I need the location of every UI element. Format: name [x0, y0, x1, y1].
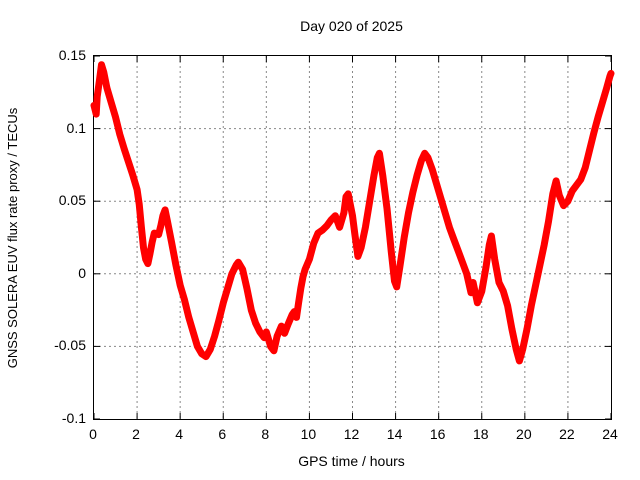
x-tick-label: 20: [516, 426, 532, 442]
x-tick-label: 18: [472, 426, 489, 442]
y-tick-label: 0.05: [58, 192, 86, 209]
chart-title: Day 020 of 2025: [300, 18, 403, 34]
x-tick-label: 16: [429, 426, 446, 442]
y-tick-label: 0: [78, 264, 86, 281]
x-tick-label: 4: [175, 426, 184, 442]
x-tick-label: 24: [602, 426, 618, 442]
x-tick-label: 14: [386, 426, 403, 442]
y-tick-label: -0.05: [54, 337, 86, 354]
y-tick-label: 0.1: [66, 119, 86, 136]
x-tick-label: 0: [89, 426, 97, 442]
x-tick-label: 2: [132, 426, 140, 442]
data-series-euv-flux-rate-proxy: [90, 61, 615, 365]
x-tick-label: 6: [218, 426, 227, 442]
x-tick-label: 8: [261, 426, 270, 442]
plot-area: [90, 55, 615, 420]
x-tick-label: 22: [559, 426, 575, 442]
x-axis-label: GPS time / hours: [298, 453, 405, 469]
y-axis-label: GNSS SOLERA EUV flux rate proxy / TECUs: [5, 107, 20, 369]
y-tick-label: -0.1: [61, 410, 86, 426]
y-tick-label: 0.15: [58, 47, 86, 63]
x-tick-label: 12: [343, 426, 360, 442]
plot-svg: [90, 55, 615, 420]
x-tick-label: 10: [300, 426, 317, 442]
